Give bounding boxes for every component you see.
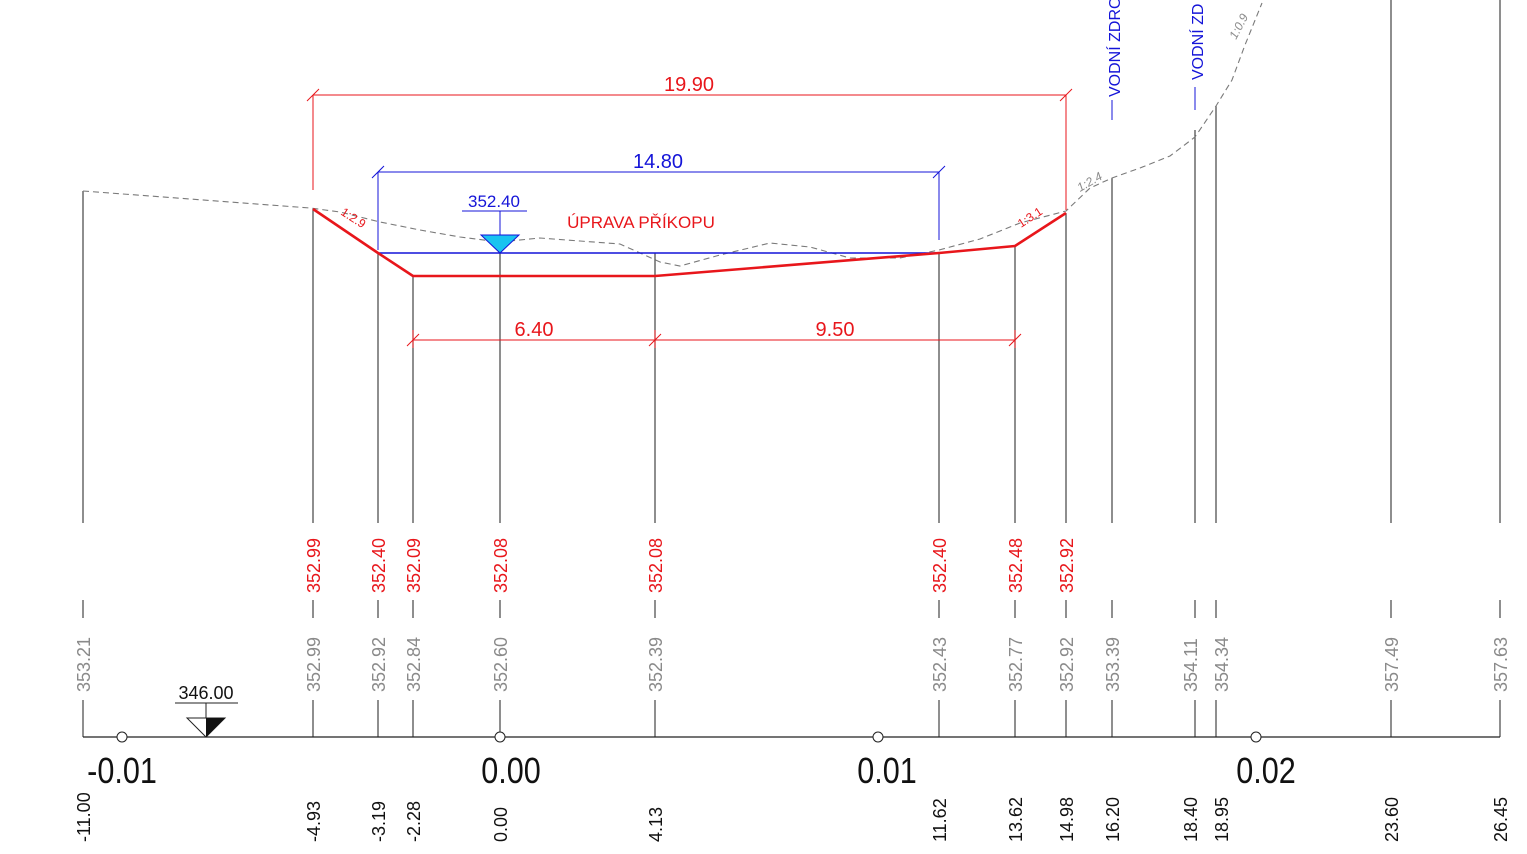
station-design-elevation: 352.08 [646, 538, 666, 593]
station-offset: 16.20 [1103, 797, 1123, 842]
station-offset: 0.00 [491, 807, 511, 842]
dimension-top [306, 88, 1073, 210]
station-terrain-elevation: 353.21 [74, 637, 94, 692]
station-terrain-elevation: 354.11 [1181, 638, 1201, 692]
slope-left-label: 1:2.9 [338, 205, 368, 231]
water-level-marker [462, 210, 527, 254]
station-terrain-elevation: 354.34 [1212, 637, 1232, 692]
axis-tick-label: 0.01 [857, 752, 917, 792]
station-design-elevation: 352.08 [491, 538, 511, 593]
station-design-elevation: 352.99 [304, 538, 324, 593]
station-design-elevation: 352.40 [930, 538, 950, 593]
station-design-elevation: 352.92 [1057, 538, 1077, 593]
dimension-water-label: 14.80 [633, 151, 683, 173]
axis-tick-marker [494, 731, 506, 743]
stations-layer: 353.21 -11.00 352.99 352.99 -4.93 352.40 352.9… [74, 0, 1511, 842]
station-offset: -4.93 [304, 801, 324, 842]
axis-tick-label: 0.00 [481, 752, 541, 792]
dimension-left-label: 6.40 [515, 319, 554, 341]
slope-terrain-label-2: 1:0.9 [1226, 11, 1251, 41]
ditch-label: ÚPRAVA PŘÍKOPU [567, 213, 715, 232]
station-terrain-elevation: 353.39 [1103, 637, 1123, 692]
station-design-elevation: 352.48 [1006, 538, 1026, 593]
datum-marker [175, 702, 238, 738]
station-terrain-elevation: 352.39 [646, 637, 666, 692]
slope-terrain-label-1: 1:2.4 [1075, 169, 1105, 195]
station-design-elevation: 352.40 [369, 538, 389, 593]
axis-tick-marker [116, 731, 128, 743]
station-terrain-elevation: 352.99 [304, 637, 324, 692]
datum-label: 346.00 [178, 683, 233, 703]
axis-tick-marker [1250, 731, 1262, 743]
station-offset: -3.19 [369, 801, 389, 842]
axis-tick-label: -0.01 [87, 752, 157, 792]
axis-tick-marker [872, 731, 884, 743]
axis-tick-label: 0.02 [1236, 752, 1296, 792]
station-offset: 18.40 [1181, 797, 1201, 842]
dimension-bottom [406, 330, 1022, 348]
water-level-label: 352.40 [468, 192, 520, 211]
station-offset: 4.13 [646, 807, 666, 842]
dimension-water [371, 165, 946, 250]
station-terrain-elevation: 352.43 [930, 637, 950, 692]
utility-1-label: VODNÍ ZDROJ [1105, 0, 1124, 97]
dimension-top-label: 19.90 [664, 74, 714, 96]
slope-right-label: 1:3.1 [1015, 204, 1045, 230]
station-terrain-elevation: 357.63 [1491, 637, 1511, 692]
station-terrain-elevation: 352.84 [404, 637, 424, 692]
station-offset: 14.98 [1057, 797, 1077, 842]
station-terrain-elevation: 352.92 [1057, 637, 1077, 692]
station-offset: 11.62 [930, 798, 950, 842]
station-terrain-elevation: 357.49 [1382, 637, 1402, 692]
terrain-line [82, 2, 1263, 267]
ditch-design-profile [312, 207, 1067, 278]
station-terrain-elevation: 352.92 [369, 637, 389, 692]
station-design-elevation: 352.09 [404, 538, 424, 593]
station-offset: 23.60 [1382, 797, 1402, 842]
station-terrain-elevation: 352.60 [491, 637, 511, 692]
dimension-right-label: 9.50 [816, 319, 855, 341]
station-offset: 13.62 [1006, 797, 1026, 842]
utility-2-label: VODNÍ ZD [1188, 4, 1207, 80]
station-offset: -2.28 [404, 801, 424, 842]
axis-layer: -0.01 0.00 0.01 0.02 [87, 731, 1296, 792]
station-offset: 26.45 [1491, 797, 1511, 842]
station-terrain-elevation: 352.77 [1006, 637, 1026, 692]
station-offset: 18.95 [1212, 797, 1232, 842]
station-offset: -11.00 [74, 792, 94, 842]
